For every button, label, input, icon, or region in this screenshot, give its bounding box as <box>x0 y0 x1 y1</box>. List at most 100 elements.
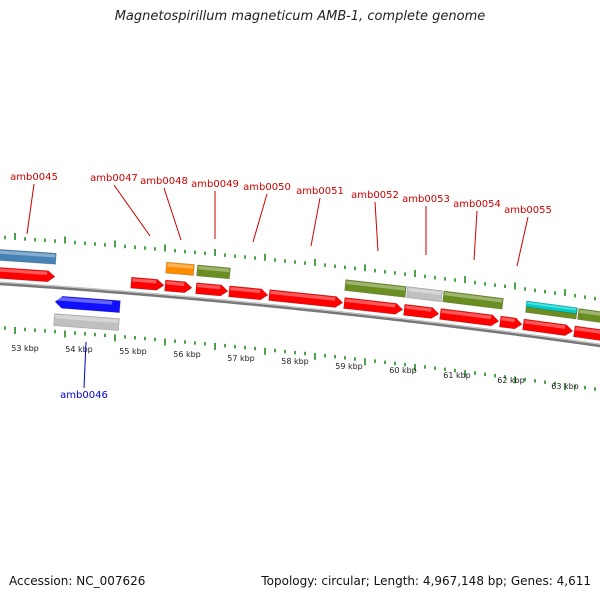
forward-cds-12-shape <box>573 325 600 342</box>
forward-cds-4 <box>195 282 229 297</box>
reverse-feature-block-1 <box>53 313 120 331</box>
feature-block-3 <box>196 264 231 280</box>
forward-cds-3 <box>164 279 193 294</box>
feature-block-8 <box>577 308 600 325</box>
forward-cds-12 <box>573 325 600 342</box>
feature-block-2-shape <box>165 261 195 276</box>
reverse-feature-block-1-shape <box>53 313 120 331</box>
forward-cds-2-shape <box>130 276 165 291</box>
forward-cds-7-shape <box>343 297 404 315</box>
genome-backbone-highlight <box>0 281 600 345</box>
kbp-label: 54 kbp <box>65 345 93 354</box>
feature-block-4-gloss <box>346 280 406 291</box>
reverse-feature-block-1-gloss <box>55 314 119 324</box>
accession-text: Accession: NC_007626 <box>9 574 146 588</box>
forward-cds-10 <box>499 315 523 330</box>
forward-cds-5-gloss <box>230 286 261 294</box>
gene-leader-line <box>374 201 379 252</box>
forward-cds-2 <box>130 276 165 291</box>
map-title: Magnetospirillum magneticum AMB-1, compl… <box>114 9 486 24</box>
forward-cds-4-gloss <box>197 283 221 290</box>
forward-cds-3-gloss <box>166 281 185 286</box>
forward-cds-5-shape <box>228 285 269 301</box>
kbp-label: 61 kbp <box>443 371 471 380</box>
gene-label: amb0053 <box>402 194 450 205</box>
feature-block-cyan <box>525 300 578 315</box>
feature-block-6 <box>442 290 504 310</box>
forward-cds-3-shape <box>164 279 193 294</box>
forward-cds-6-gloss <box>270 290 336 301</box>
gene-label: amb0045 <box>10 172 58 183</box>
kbp-label: 63 kbp <box>551 382 579 391</box>
gene-leader-line <box>310 197 321 247</box>
feature-block-8-gloss <box>579 309 600 318</box>
forward-cds-1-shape <box>0 266 56 283</box>
forward-cds-11-shape <box>522 318 574 336</box>
kbp-label: 53 kbp <box>11 344 39 353</box>
forward-cds-7 <box>343 297 404 315</box>
gene-label: amb0055 <box>504 205 552 216</box>
genome-backbone <box>0 282 600 348</box>
feature-block-1-shape <box>0 248 57 265</box>
gene-label: amb0051 <box>296 186 344 197</box>
forward-cds-2-gloss <box>132 278 157 284</box>
forward-cds-9 <box>439 308 500 327</box>
gene-leader-line <box>26 183 35 235</box>
feature-block-3-shape <box>196 264 231 280</box>
reverse-cds-1-gloss <box>56 296 113 305</box>
forward-cds-9-shape <box>439 308 500 327</box>
forward-cds-6-shape <box>268 289 344 308</box>
forward-cds-7-gloss <box>345 298 396 308</box>
feature-block-4 <box>344 279 407 298</box>
gene-leader-line <box>252 193 268 243</box>
gene-leader-line <box>516 216 529 267</box>
feature-block-5-shape <box>406 286 443 303</box>
forward-cds-8 <box>403 303 440 319</box>
feature-block-3-gloss <box>198 265 230 273</box>
feature-block-1-gloss <box>0 250 56 258</box>
gene-label: amb0054 <box>453 199 501 210</box>
forward-cds-12-gloss <box>575 327 600 335</box>
feature-block-1 <box>0 248 57 265</box>
gene-leader-line <box>163 187 182 241</box>
gene-leader-line <box>473 210 478 261</box>
feature-block-cyan-gloss <box>527 302 577 311</box>
forward-cds-5 <box>228 285 269 301</box>
gene-label-reverse: amb0046 <box>60 390 108 401</box>
kbp-label: 59 kbp <box>335 362 363 371</box>
forward-cds-10-gloss <box>501 317 515 323</box>
forward-cds-1-gloss <box>0 268 48 276</box>
feature-block-2-gloss <box>167 263 194 269</box>
forward-cds-1 <box>0 266 56 283</box>
genome-stats-text: Topology: circular; Length: 4,967,148 bp… <box>261 574 591 588</box>
kbp-label: 62 kbp <box>497 376 525 385</box>
feature-block-5 <box>406 286 443 303</box>
feature-block-5-gloss <box>408 287 442 295</box>
forward-cds-6 <box>268 289 344 308</box>
feature-block-2 <box>165 261 195 276</box>
forward-cds-8-shape <box>403 303 440 319</box>
feature-block-4-shape <box>344 279 407 298</box>
kbp-label: 58 kbp <box>281 357 309 366</box>
kbp-label: 60 kbp <box>389 366 417 375</box>
forward-cds-11 <box>522 318 574 336</box>
gene-label: amb0047 <box>90 173 138 184</box>
forward-cds-8-gloss <box>405 305 432 312</box>
kbp-label: 55 kbp <box>119 347 147 356</box>
feature-block-8-shape <box>577 308 600 325</box>
gene-leader-line-reverse <box>83 341 87 389</box>
kbp-label: 56 kbp <box>173 350 201 359</box>
kbp-label: 57 kbp <box>227 354 255 363</box>
feature-block-6-shape <box>442 290 504 310</box>
forward-cds-11-gloss <box>524 320 566 329</box>
gene-label: amb0049 <box>191 179 239 190</box>
reverse-cds-1 <box>54 295 121 313</box>
forward-cds-9-gloss <box>441 309 492 320</box>
gene-label: amb0048 <box>140 176 188 187</box>
gene-label: amb0050 <box>243 182 291 193</box>
gene-leader-line <box>113 184 151 237</box>
forward-cds-10-shape <box>499 315 523 330</box>
reverse-cds-1-shape <box>54 295 121 313</box>
forward-cds-4-shape <box>195 282 229 297</box>
